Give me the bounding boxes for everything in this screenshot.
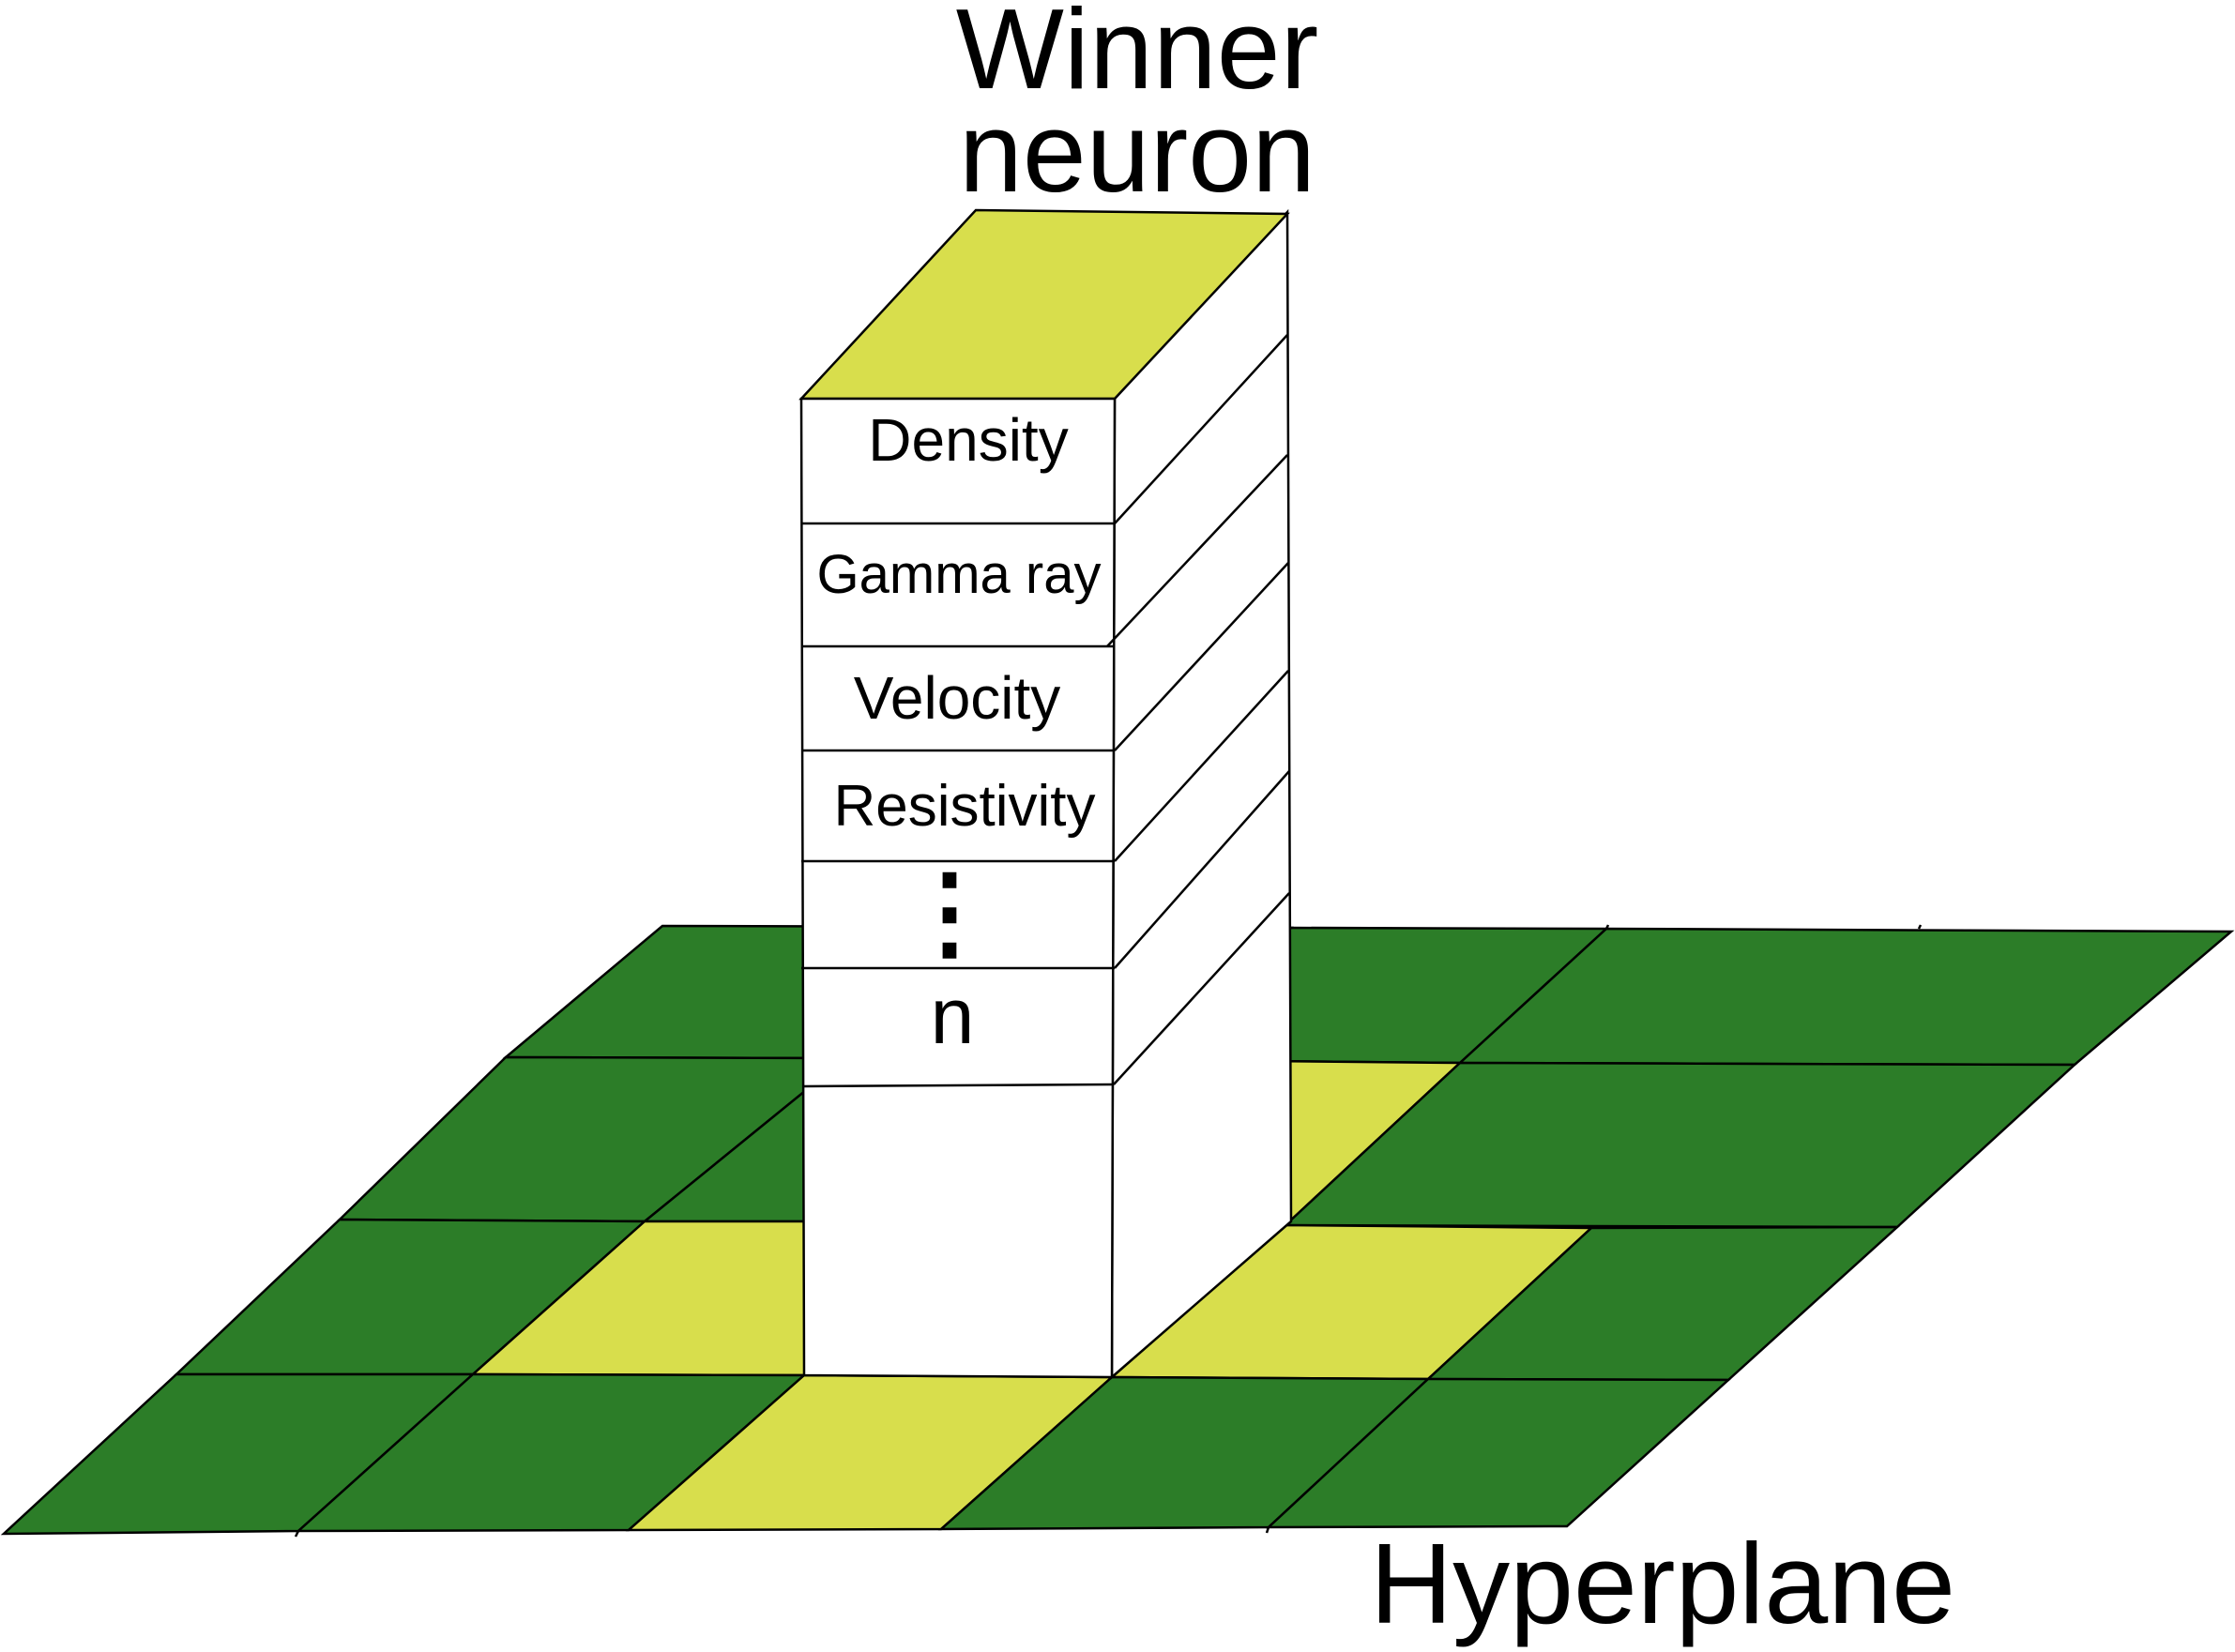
layer-label-ellipsis: ⋮: [898, 855, 1001, 970]
grid-cell-dark: [1265, 1377, 1732, 1529]
layer-label-resistivity: Resistivity: [833, 774, 1095, 839]
grid-line-ticks: [294, 924, 1923, 1538]
winner-neuron-title: Winner neuron: [956, 0, 1318, 216]
title-line-1: Winner: [956, 0, 1318, 113]
column-side-face: [1110, 208, 1293, 1380]
layer-label-gamma-ray: Gamma ray: [817, 544, 1102, 605]
title-line-2: neuron: [959, 88, 1315, 216]
layer-label-n: n: [931, 972, 975, 1060]
winner-neuron-column: [798, 208, 1293, 1380]
column-front-face: [799, 397, 1117, 1379]
layer-label-density: Density: [868, 406, 1068, 474]
column-layer-labels: Density Gamma ray Velocity Resistivity ⋮…: [817, 406, 1102, 1060]
hyperplane-label: Hyperplane: [1370, 1520, 1955, 1647]
layer-label-velocity: Velocity: [854, 664, 1061, 732]
